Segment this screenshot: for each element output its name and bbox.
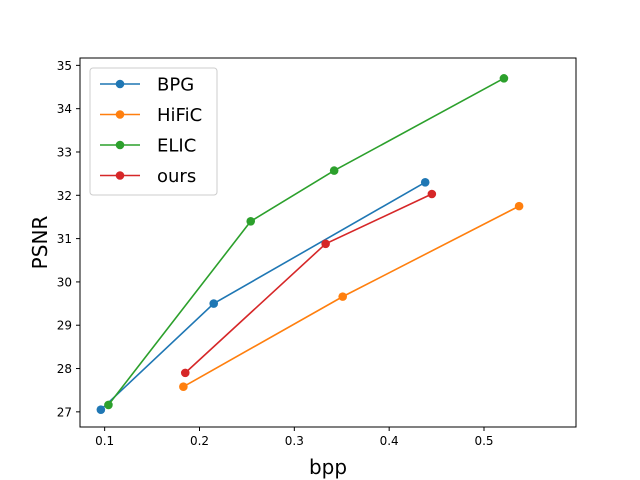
y-tick-label: 33	[57, 145, 72, 159]
data-point	[514, 201, 524, 211]
legend-marker	[115, 171, 125, 180]
legend-marker	[115, 110, 125, 119]
series-elic	[104, 74, 509, 410]
data-point	[246, 216, 256, 226]
data-point	[329, 166, 339, 175]
series-line	[184, 193, 433, 374]
x-tick-label: 0.1	[95, 434, 114, 448]
series-line	[107, 77, 505, 406]
legend-marker	[115, 140, 125, 150]
series-ours	[180, 189, 437, 378]
legend-label: HiFiC	[157, 105, 202, 126]
y-tick-label: 35	[57, 59, 72, 73]
series-bpg	[96, 177, 430, 414]
series-layer	[96, 74, 524, 414]
legend: BPG HiFiC ELIC ours	[89, 67, 218, 196]
y-axis-ticks: 27 28 29 30 31 32 33 34 35	[57, 59, 80, 419]
data-point	[209, 299, 219, 308]
data-point	[427, 189, 437, 199]
x-tick-label: 0.4	[380, 434, 399, 448]
series-line	[182, 205, 520, 388]
y-tick-label: 28	[57, 362, 72, 376]
y-tick-label: 27	[57, 405, 72, 419]
legend-marker	[115, 79, 125, 89]
legend-label: ours	[157, 166, 196, 187]
legend-item: ours	[100, 166, 196, 187]
legend-item: HiFiC	[100, 105, 202, 126]
x-tick-label: 0.5	[474, 434, 493, 448]
data-point	[96, 405, 106, 414]
data-point	[179, 382, 188, 392]
legend-label: BPG	[157, 75, 194, 96]
data-point	[104, 400, 113, 410]
x-tick-label: 0.2	[190, 434, 209, 448]
legend-label: ELIC	[157, 136, 196, 157]
series-hific	[179, 201, 524, 392]
x-axis-ticks: 0.1 0.2 0.3 0.4 0.5	[95, 427, 494, 448]
y-tick-label: 31	[57, 232, 72, 246]
plot-frame	[79, 57, 577, 428]
series-line	[100, 181, 426, 411]
x-axis-label: bpp	[309, 455, 347, 479]
data-point	[180, 368, 190, 378]
x-tick-label: 0.3	[285, 434, 304, 448]
y-tick-label: 30	[57, 275, 72, 289]
legend-box	[89, 67, 218, 196]
data-point	[338, 292, 347, 301]
data-point	[321, 239, 330, 249]
y-axis-label: PSNR	[28, 216, 52, 270]
y-tick-label: 34	[57, 102, 72, 116]
data-point	[499, 74, 509, 83]
y-tick-label: 32	[57, 189, 72, 203]
y-tick-label: 29	[57, 319, 72, 333]
data-point	[420, 177, 430, 187]
legend-item: BPG	[100, 75, 194, 96]
legend-item: ELIC	[100, 136, 196, 157]
